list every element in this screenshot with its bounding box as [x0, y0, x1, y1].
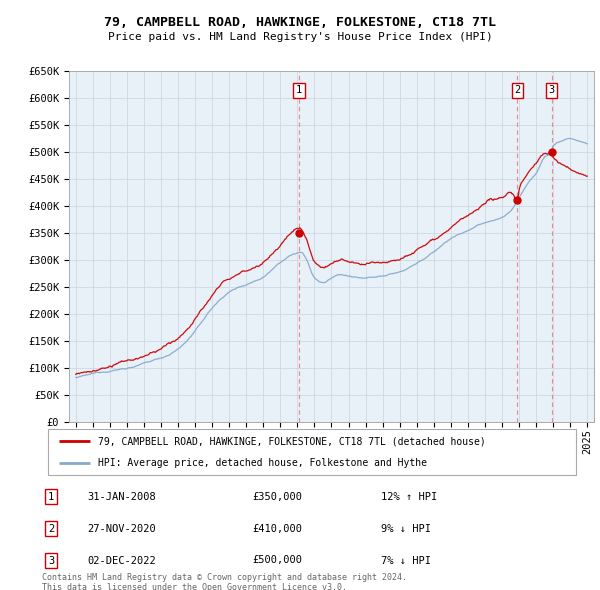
Text: HPI: Average price, detached house, Folkestone and Hythe: HPI: Average price, detached house, Folk…: [98, 457, 427, 467]
Text: £350,000: £350,000: [252, 492, 302, 502]
Text: 02-DEC-2022: 02-DEC-2022: [87, 556, 156, 565]
Text: 1: 1: [296, 85, 302, 95]
Text: 1: 1: [48, 492, 54, 502]
Text: £500,000: £500,000: [252, 556, 302, 565]
Text: 2: 2: [514, 85, 520, 95]
Text: This data is licensed under the Open Government Licence v3.0.: This data is licensed under the Open Gov…: [42, 583, 347, 590]
Text: 9% ↓ HPI: 9% ↓ HPI: [381, 524, 431, 533]
Text: Contains HM Land Registry data © Crown copyright and database right 2024.: Contains HM Land Registry data © Crown c…: [42, 573, 407, 582]
Text: 7% ↓ HPI: 7% ↓ HPI: [381, 556, 431, 565]
Text: Price paid vs. HM Land Registry's House Price Index (HPI): Price paid vs. HM Land Registry's House …: [107, 32, 493, 42]
Text: 79, CAMPBELL ROAD, HAWKINGE, FOLKESTONE, CT18 7TL (detached house): 79, CAMPBELL ROAD, HAWKINGE, FOLKESTONE,…: [98, 437, 486, 447]
Text: 3: 3: [548, 85, 555, 95]
Text: 12% ↑ HPI: 12% ↑ HPI: [381, 492, 437, 502]
Text: 2: 2: [48, 524, 54, 533]
Text: 31-JAN-2008: 31-JAN-2008: [87, 492, 156, 502]
Text: 27-NOV-2020: 27-NOV-2020: [87, 524, 156, 533]
Text: 79, CAMPBELL ROAD, HAWKINGE, FOLKESTONE, CT18 7TL: 79, CAMPBELL ROAD, HAWKINGE, FOLKESTONE,…: [104, 16, 496, 29]
Text: 3: 3: [48, 556, 54, 565]
Text: £410,000: £410,000: [252, 524, 302, 533]
FancyBboxPatch shape: [48, 429, 576, 475]
